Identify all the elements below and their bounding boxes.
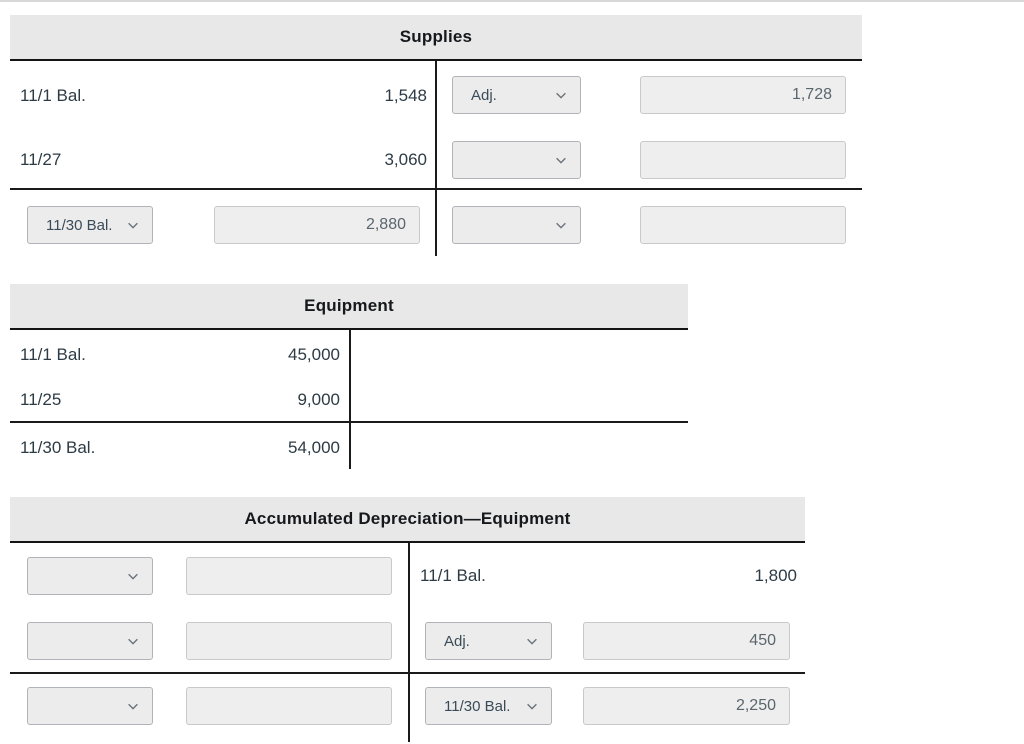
entry-amount: 3,060	[384, 150, 427, 169]
account-title: Supplies	[10, 15, 862, 61]
t-divider	[349, 330, 351, 469]
account-title: Equipment	[10, 284, 688, 330]
entry-label: 11/1 Bal.	[420, 566, 486, 585]
balance-rule	[10, 421, 688, 423]
supplies-credit-row2-select[interactable]	[452, 141, 581, 179]
accdep-debit-balance-input[interactable]	[186, 687, 392, 725]
entry-label: 11/27	[20, 150, 62, 169]
chevron-down-icon	[128, 638, 138, 645]
chevron-down-icon	[128, 222, 138, 229]
supplies-credit-balance-select[interactable]	[452, 206, 581, 244]
taccount-equipment: Equipment 11/1 Bal. 45,000 11/25 9,000 1…	[10, 284, 688, 470]
supplies-credit-row1-input[interactable]	[640, 76, 846, 114]
t-divider	[408, 543, 410, 742]
taccount-supplies: Supplies 11/1 Bal. 1,548 11/27 3,060 11/…	[10, 15, 862, 262]
entry-amount: 45,000	[288, 345, 340, 364]
supplies-debit-balance-select[interactable]: 11/30 Bal.	[27, 206, 153, 244]
entry-amount: 1,800	[754, 566, 797, 585]
accdep-debit-row2-input[interactable]	[186, 622, 392, 660]
accdep-credit-row2-input[interactable]	[583, 622, 790, 660]
t-divider	[435, 61, 437, 256]
chevron-down-icon	[556, 222, 566, 229]
accdep-credit-balance-input[interactable]	[583, 687, 790, 725]
balance-rule	[10, 672, 805, 674]
accdep-credit-balance-select[interactable]: 11/30 Bal.	[425, 687, 552, 725]
supplies-credit-row2-input[interactable]	[640, 141, 846, 179]
balance-rule	[10, 188, 862, 190]
entry-amount: 9,000	[297, 390, 340, 409]
entry-amount: 1,548	[384, 86, 427, 105]
accdep-credit-row2-select[interactable]: Adj.	[425, 622, 552, 660]
chevron-down-icon	[527, 703, 537, 710]
top-divider	[0, 0, 1024, 2]
chevron-down-icon	[527, 638, 537, 645]
entry-label: 11/1 Bal.	[20, 86, 86, 105]
chevron-down-icon	[128, 573, 138, 580]
supplies-debit-balance-input[interactable]	[214, 206, 420, 244]
chevron-down-icon	[556, 157, 566, 164]
taccount-accumulated-depreciation-equipment: Accumulated Depreciation—Equipment 11/1 …	[10, 497, 805, 744]
entry-label: 11/1 Bal.	[20, 345, 86, 364]
supplies-credit-balance-input[interactable]	[640, 206, 846, 244]
supplies-credit-row1-select[interactable]: Adj.	[452, 76, 581, 114]
select-value: 11/30 Bal.	[444, 697, 511, 715]
chevron-down-icon	[128, 703, 138, 710]
entry-label: 11/30 Bal.	[20, 438, 96, 457]
accdep-debit-row1-select[interactable]	[27, 557, 153, 595]
entry-amount: 54,000	[288, 438, 340, 457]
accdep-debit-row2-select[interactable]	[27, 622, 153, 660]
chevron-down-icon	[556, 92, 566, 99]
account-title: Accumulated Depreciation—Equipment	[10, 497, 805, 543]
select-value: Adj.	[471, 86, 497, 104]
select-value: 11/30 Bal.	[46, 216, 113, 234]
entry-label: 11/25	[20, 390, 62, 409]
accdep-debit-balance-select[interactable]	[27, 687, 153, 725]
accdep-debit-row1-input[interactable]	[186, 557, 392, 595]
select-value: Adj.	[444, 632, 470, 650]
